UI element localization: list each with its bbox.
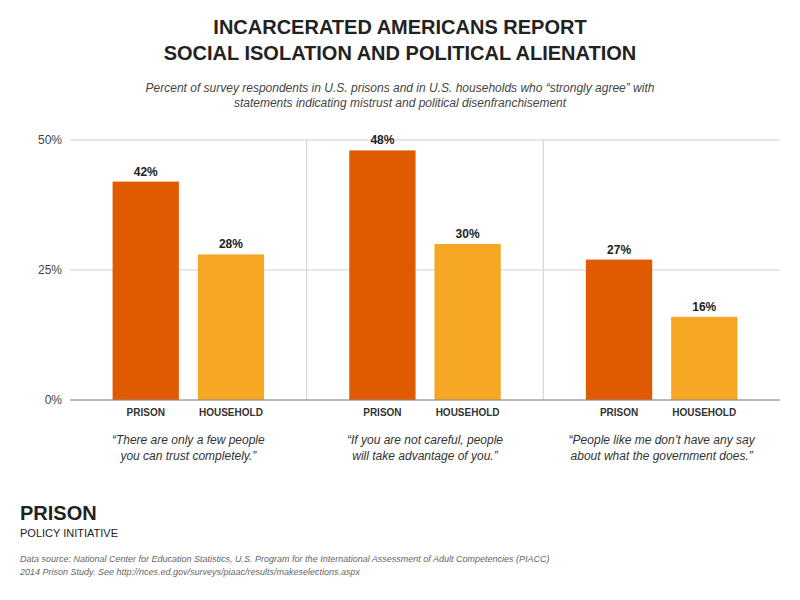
text-line: “People like me don’t have any say: [569, 433, 756, 447]
background: [0, 0, 800, 600]
text-line: INCARCERATED AMERICANS REPORT: [213, 16, 586, 38]
data-label: 16%: [692, 300, 716, 314]
grid-line: [70, 140, 780, 141]
y-tick-label: 50%: [38, 133, 62, 147]
category-label: “If you are not careful, people will take…: [347, 433, 503, 463]
bar: [434, 244, 500, 400]
grid-line: [70, 400, 780, 401]
data-label: 27%: [607, 243, 631, 257]
category-label: “People like me don’t have any say about …: [569, 433, 756, 463]
bar: [671, 317, 737, 400]
bar: [349, 150, 415, 400]
category-label: “There are only a few people you can trus…: [112, 433, 265, 463]
text-line: will take advantage of you.”: [352, 449, 498, 463]
bar-series-label: HOUSEHOLD: [199, 407, 263, 418]
group-separator: [543, 140, 544, 400]
annotation: POLICY INITIATIVE: [20, 527, 118, 539]
text-line: 2014 Prison Study. See http://nces.ed.go…: [19, 567, 361, 577]
text-line: “If you are not careful, people: [347, 433, 503, 447]
text-line: about what the government does.”: [571, 449, 754, 463]
bar: [198, 254, 264, 400]
y-tick-label: 0%: [45, 393, 63, 407]
bar-series-label: PRISON: [127, 407, 165, 418]
text-line: Percent of survey respondents in U.S. pr…: [146, 81, 655, 95]
annotation: PRISON: [20, 502, 97, 524]
baseline: [70, 400, 780, 401]
data-label: 30%: [456, 227, 480, 241]
chart-svg: INCARCERATED AMERICANS REPORT SOCIAL ISOL…: [0, 0, 800, 600]
text-line: SOCIAL ISOLATION AND POLITICAL ALIENATIO…: [164, 42, 637, 64]
text-line: Data source: National Center for Educati…: [20, 554, 550, 564]
text-line: you can trust completely.”: [119, 449, 257, 463]
subtitle: Percent of survey respondents in U.S. pr…: [146, 81, 655, 110]
labels: 42% PRISON 48% PRISON 27% PRISON 28% HOUSEHOLD 3…: [127, 133, 737, 418]
bar-series-label: HOUSEHOLD: [436, 407, 500, 418]
title: INCARCERATED AMERICANS REPORT SOCIAL ISOL…: [164, 16, 637, 64]
chart-container: INCARCERATED AMERICANS REPORT SOCIAL ISOL…: [0, 0, 800, 600]
y-tick-label: 25%: [38, 263, 62, 277]
data-label: 42%: [134, 165, 158, 179]
bar: [586, 260, 652, 400]
bar-series-label: HOUSEHOLD: [672, 407, 736, 418]
data-label: 48%: [370, 133, 394, 147]
data-label: 28%: [219, 237, 243, 251]
y-axis: 0% 25% 50%: [38, 133, 780, 407]
bar: [113, 182, 179, 400]
text-line: statements indicating mistrust and polit…: [234, 96, 567, 110]
annotation: Data source: National Center for Educati…: [19, 554, 550, 577]
bar-series-label: PRISON: [363, 407, 401, 418]
bars: [113, 150, 738, 400]
text-line: “There are only a few people: [112, 433, 265, 447]
bar-series-label: PRISON: [600, 407, 638, 418]
group-separator: [306, 140, 307, 400]
